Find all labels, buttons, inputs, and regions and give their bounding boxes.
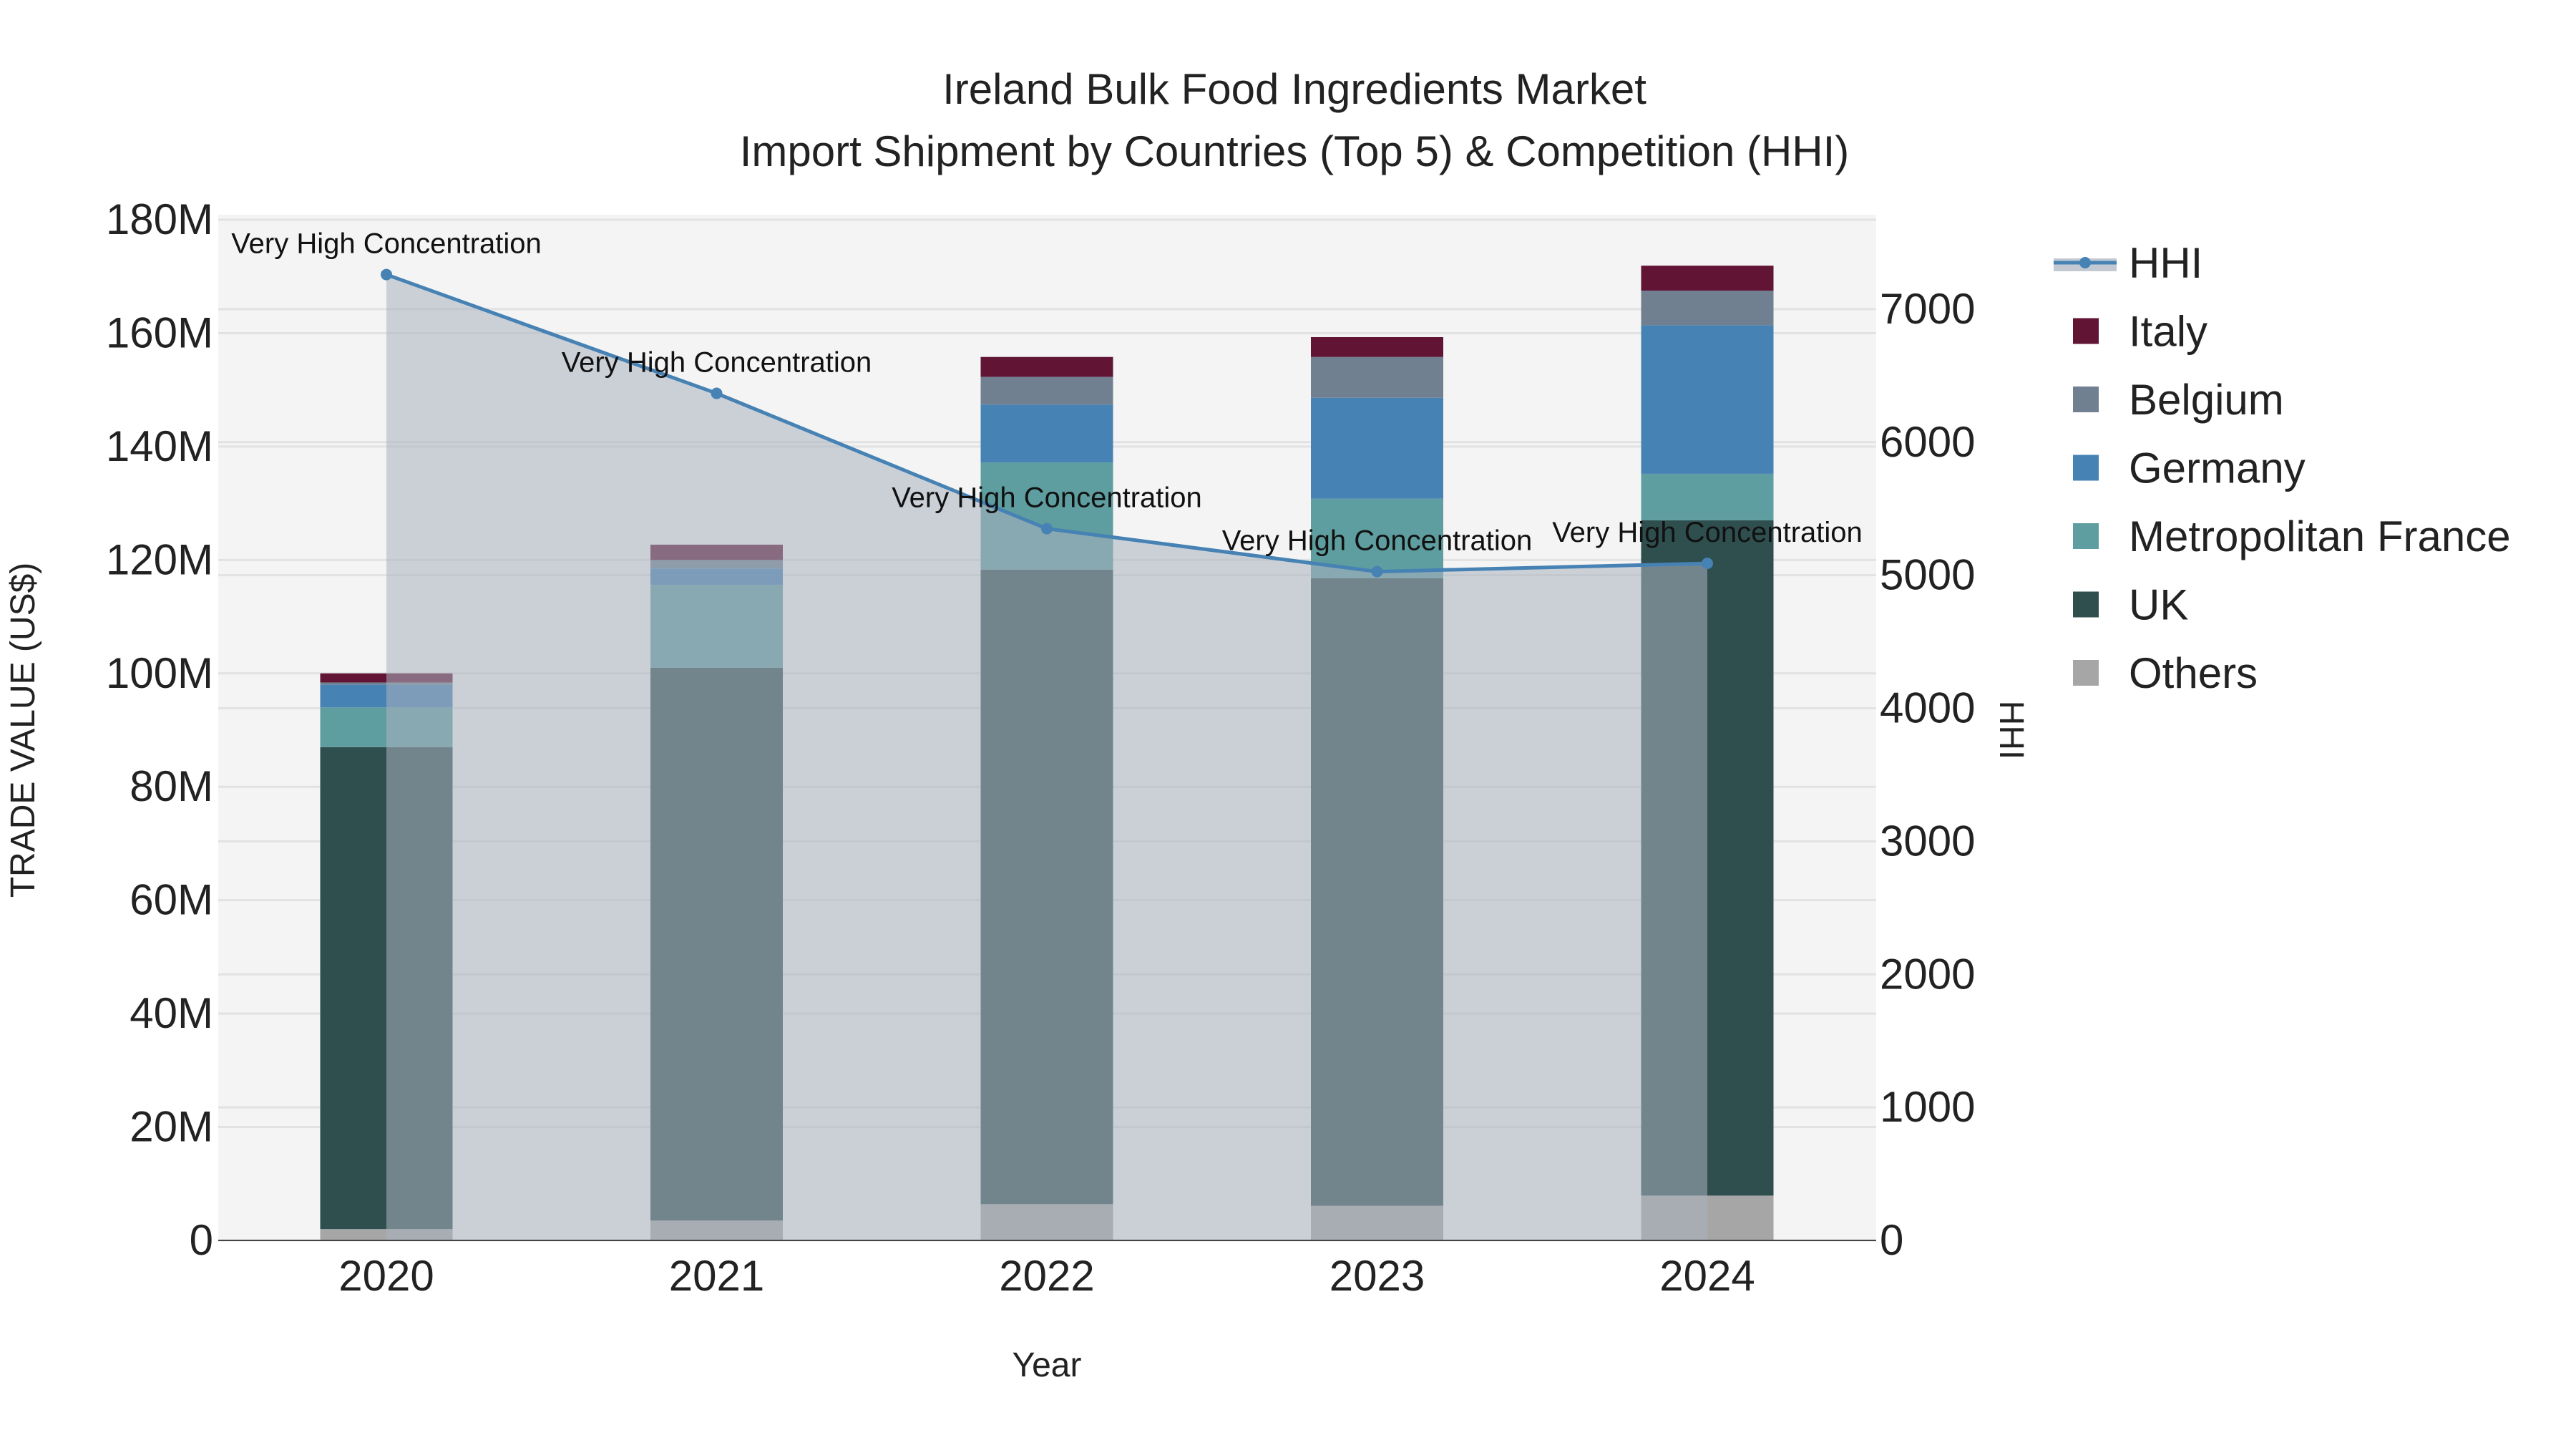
y2-axis-title: HHI	[1992, 701, 2030, 760]
x-ticks: 2020 2021 2022 2023 2024	[338, 1252, 1755, 1300]
hhi-line	[381, 268, 1713, 578]
legend-label: HHI	[2129, 239, 2202, 287]
y2-tick-label: 3000	[1880, 817, 1975, 865]
hhi-point-2020	[381, 268, 392, 281]
x-tick-label: 2022	[999, 1252, 1094, 1300]
y2-tick-label: 6000	[1880, 418, 1975, 466]
legend-swatch	[2073, 660, 2099, 686]
y2-tick-label: 1000	[1880, 1083, 1975, 1131]
legend-label: Belgium	[2129, 376, 2284, 424]
hhi-point-2024	[1702, 558, 1713, 570]
legend-label: Germany	[2129, 444, 2306, 492]
y-ticks: 0 20M 40M 60M 80M 100M 120M 140M 160M 180M	[106, 195, 213, 1264]
hhi-annotation: Very High Concentration	[892, 482, 1202, 514]
hhi-area	[386, 274, 1707, 1240]
legend-item-belgium[interactable]: Belgium	[2073, 376, 2284, 424]
bar-germany-2024	[1641, 325, 1774, 474]
legend-item-italy[interactable]: Italy	[2073, 308, 2207, 356]
legend-label: Italy	[2129, 308, 2207, 356]
y-tick-label: 160M	[106, 308, 213, 356]
y-tick-label: 0	[190, 1216, 213, 1264]
bar-belgium-2024	[1641, 291, 1774, 326]
legend-item-metropolitan-france[interactable]: Metropolitan France	[2073, 512, 2511, 560]
legend-label: UK	[2129, 581, 2188, 629]
y2-tick-label: 5000	[1880, 551, 1975, 599]
x-tick-label: 2024	[1659, 1252, 1755, 1300]
y-tick-label: 20M	[130, 1103, 213, 1151]
legend-swatch	[2073, 455, 2099, 481]
legend-swatch	[2073, 318, 2099, 344]
legend-item-germany[interactable]: Germany	[2073, 444, 2306, 492]
y-tick-label: 140M	[106, 422, 213, 470]
hhi-annotation: Very High Concentration	[1552, 517, 1863, 548]
legend-label: Metropolitan France	[2129, 512, 2511, 560]
x-tick-label: 2023	[1330, 1252, 1425, 1300]
annotations: Very High Concentration Very High Concent…	[231, 228, 1863, 557]
x-tick-label: 2021	[669, 1252, 764, 1300]
legend: HHI Italy Belgium Germany Metropolitan Franc…	[2054, 239, 2511, 697]
y-tick-label: 60M	[130, 876, 213, 924]
legend-item-uk[interactable]: UK	[2073, 581, 2188, 629]
bar-belgium-2022	[980, 376, 1113, 405]
hhi-point-2023	[1371, 565, 1383, 578]
bar-italy-2024	[1641, 266, 1774, 291]
legend-swatch	[2073, 387, 2099, 412]
y2-tick-label: 4000	[1880, 684, 1975, 732]
x-axis-title: Year	[1013, 1346, 1082, 1384]
legend-item-others[interactable]: Others	[2073, 649, 2258, 697]
bar-italy-2022	[980, 356, 1113, 377]
y-tick-label: 80M	[130, 762, 213, 810]
hhi-point-2022	[1041, 523, 1053, 535]
y-tick-label: 40M	[130, 989, 213, 1037]
bar-italy-2023	[1311, 336, 1443, 357]
y2-tick-label: 2000	[1880, 950, 1975, 998]
y2-ticks: 0 1000 2000 3000 4000 5000 6000 7000	[1880, 285, 1975, 1264]
bar-germany-2022	[980, 404, 1113, 463]
bar-germany-2023	[1311, 397, 1443, 499]
legend-item-hhi[interactable]: HHI	[2054, 239, 2202, 287]
bar-metropolitan-france-2024	[1641, 473, 1774, 520]
hhi-annotation: Very High Concentration	[1222, 525, 1533, 557]
hhi-annotation: Very High Concentration	[231, 228, 542, 260]
y-axis-title: TRADE VALUE (US$)	[4, 563, 42, 898]
hhi-annotation: Very High Concentration	[562, 347, 872, 379]
chart-title: Ireland Bulk Food Ingredients Market	[942, 65, 1646, 113]
y-tick-label: 180M	[106, 195, 213, 243]
bar-belgium-2023	[1311, 356, 1443, 398]
legend-swatch-marker	[2079, 257, 2091, 268]
hhi-point-2021	[711, 387, 723, 399]
hhi-area-fill	[386, 274, 1707, 1240]
y2-tick-label: 7000	[1880, 285, 1975, 333]
y2-tick-label: 0	[1880, 1216, 1903, 1264]
legend-swatch	[2073, 591, 2099, 618]
y-tick-label: 120M	[106, 535, 213, 583]
legend-label: Others	[2129, 649, 2258, 697]
legend-swatch	[2073, 523, 2099, 549]
x-tick-label: 2020	[338, 1252, 434, 1300]
y-tick-label: 100M	[106, 649, 213, 697]
chart-subtitle: Import Shipment by Countries (Top 5) & C…	[740, 127, 1850, 175]
